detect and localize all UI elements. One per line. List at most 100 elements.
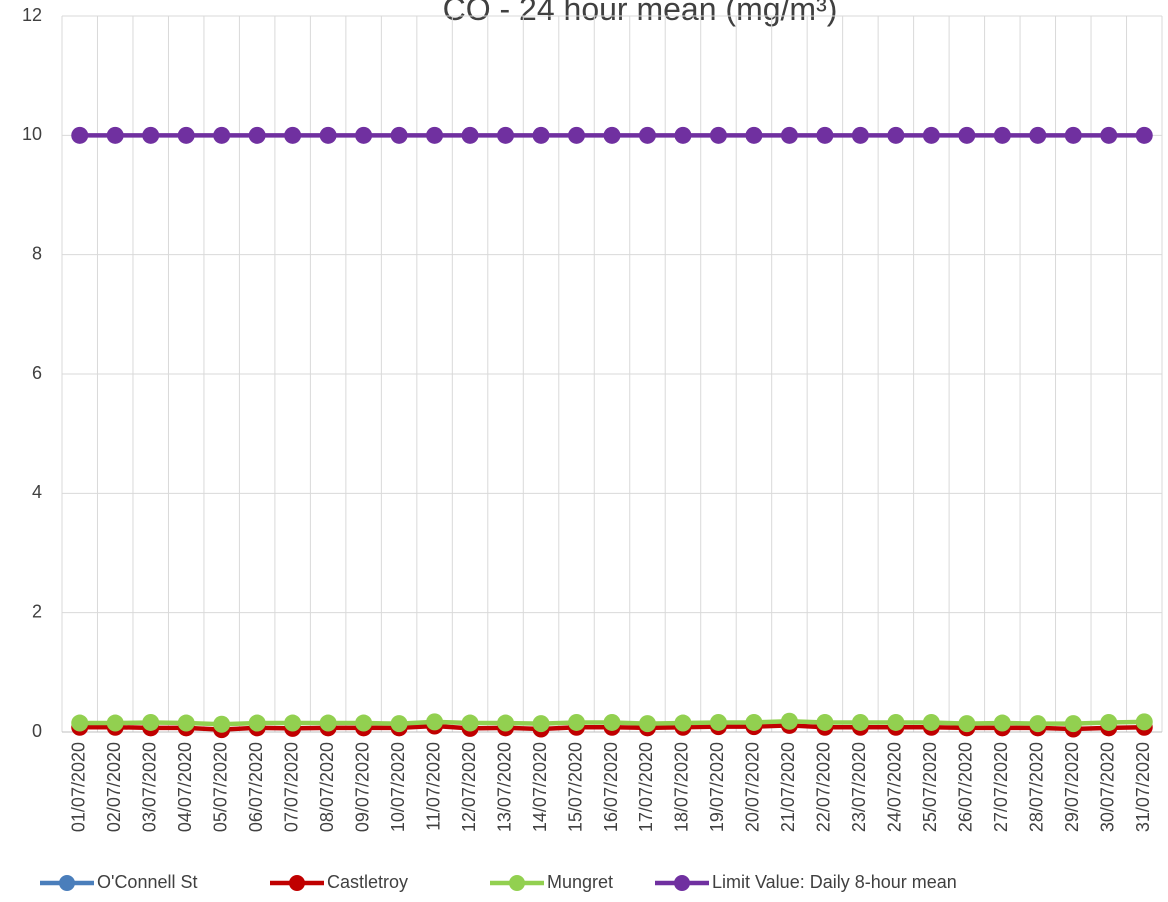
legend-marker bbox=[59, 875, 75, 891]
x-tick-label: 13/07/2020 bbox=[494, 742, 514, 832]
y-tick-label: 4 bbox=[32, 482, 42, 502]
point bbox=[319, 714, 337, 732]
point bbox=[816, 126, 834, 144]
point bbox=[1135, 713, 1153, 731]
chart-title: CO - 24 hour mean (mg/m³) bbox=[443, 0, 838, 27]
point bbox=[851, 713, 869, 731]
legend-label: O'Connell St bbox=[97, 872, 198, 892]
x-tick-label: 19/07/2020 bbox=[707, 742, 727, 832]
point bbox=[603, 713, 621, 731]
point bbox=[674, 126, 692, 144]
point bbox=[603, 126, 621, 144]
point bbox=[284, 714, 302, 732]
point bbox=[426, 713, 444, 731]
point bbox=[1064, 715, 1082, 733]
point bbox=[922, 713, 940, 731]
x-tick-label: 20/07/2020 bbox=[743, 742, 763, 832]
point bbox=[958, 715, 976, 733]
point bbox=[1100, 126, 1118, 144]
point bbox=[816, 713, 834, 731]
point bbox=[674, 714, 692, 732]
x-tick-label: 23/07/2020 bbox=[849, 742, 869, 832]
point bbox=[177, 714, 195, 732]
x-tick-label: 31/07/2020 bbox=[1133, 742, 1153, 832]
point bbox=[355, 126, 373, 144]
point bbox=[71, 714, 89, 732]
point bbox=[887, 126, 905, 144]
x-tick-label: 02/07/2020 bbox=[104, 742, 124, 832]
legend-marker bbox=[674, 875, 690, 891]
legend-marker bbox=[289, 875, 305, 891]
x-tick-label: 06/07/2020 bbox=[246, 742, 266, 832]
point bbox=[177, 126, 195, 144]
point bbox=[1029, 715, 1047, 733]
point bbox=[248, 126, 266, 144]
point bbox=[745, 126, 763, 144]
legend-marker bbox=[509, 875, 525, 891]
point bbox=[922, 126, 940, 144]
point bbox=[1029, 126, 1047, 144]
point bbox=[248, 714, 266, 732]
x-tick-label: 24/07/2020 bbox=[885, 742, 905, 832]
point bbox=[319, 126, 337, 144]
point bbox=[568, 126, 586, 144]
x-tick-label: 22/07/2020 bbox=[814, 742, 834, 832]
point bbox=[213, 126, 231, 144]
point bbox=[532, 715, 550, 733]
point bbox=[532, 126, 550, 144]
point bbox=[780, 126, 798, 144]
x-tick-label: 01/07/2020 bbox=[68, 742, 88, 832]
point bbox=[497, 126, 515, 144]
point bbox=[1064, 126, 1082, 144]
x-tick-label: 29/07/2020 bbox=[1062, 742, 1082, 832]
point bbox=[390, 715, 408, 733]
legend-label: Castletroy bbox=[327, 872, 408, 892]
x-tick-label: 18/07/2020 bbox=[672, 742, 692, 832]
x-tick-label: 16/07/2020 bbox=[601, 742, 621, 832]
point bbox=[426, 126, 444, 144]
point bbox=[355, 714, 373, 732]
y-tick-label: 10 bbox=[22, 124, 42, 144]
point bbox=[709, 713, 727, 731]
legend-label: Limit Value: Daily 8-hour mean bbox=[712, 872, 957, 892]
y-tick-label: 8 bbox=[32, 243, 42, 263]
point bbox=[780, 712, 798, 730]
point bbox=[993, 126, 1011, 144]
point bbox=[71, 126, 89, 144]
x-tick-label: 10/07/2020 bbox=[388, 742, 408, 832]
y-tick-label: 12 bbox=[22, 5, 42, 25]
point bbox=[1100, 713, 1118, 731]
x-tick-label: 09/07/2020 bbox=[352, 742, 372, 832]
point bbox=[887, 713, 905, 731]
x-tick-label: 03/07/2020 bbox=[139, 742, 159, 832]
x-tick-label: 15/07/2020 bbox=[565, 742, 585, 832]
point bbox=[106, 714, 124, 732]
point bbox=[1135, 126, 1153, 144]
point bbox=[461, 714, 479, 732]
point bbox=[497, 714, 515, 732]
point bbox=[213, 715, 231, 733]
x-tick-label: 04/07/2020 bbox=[175, 742, 195, 832]
y-tick-label: 2 bbox=[32, 601, 42, 621]
point bbox=[851, 126, 869, 144]
x-tick-label: 30/07/2020 bbox=[1098, 742, 1118, 832]
x-tick-label: 11/07/2020 bbox=[423, 742, 443, 831]
x-tick-label: 14/07/2020 bbox=[530, 742, 550, 832]
point bbox=[142, 713, 160, 731]
point bbox=[284, 126, 302, 144]
point bbox=[958, 126, 976, 144]
y-tick-label: 6 bbox=[32, 363, 42, 383]
y-tick-label: 0 bbox=[32, 721, 42, 741]
point bbox=[142, 126, 160, 144]
point bbox=[568, 713, 586, 731]
x-tick-label: 05/07/2020 bbox=[210, 742, 230, 832]
x-tick-label: 28/07/2020 bbox=[1027, 742, 1047, 832]
x-tick-label: 27/07/2020 bbox=[991, 742, 1011, 832]
x-tick-label: 25/07/2020 bbox=[920, 742, 940, 832]
point bbox=[106, 126, 124, 144]
x-tick-label: 21/07/2020 bbox=[778, 742, 798, 832]
x-tick-label: 08/07/2020 bbox=[317, 742, 337, 832]
point bbox=[745, 713, 763, 731]
x-tick-label: 26/07/2020 bbox=[956, 742, 976, 832]
point bbox=[461, 126, 479, 144]
